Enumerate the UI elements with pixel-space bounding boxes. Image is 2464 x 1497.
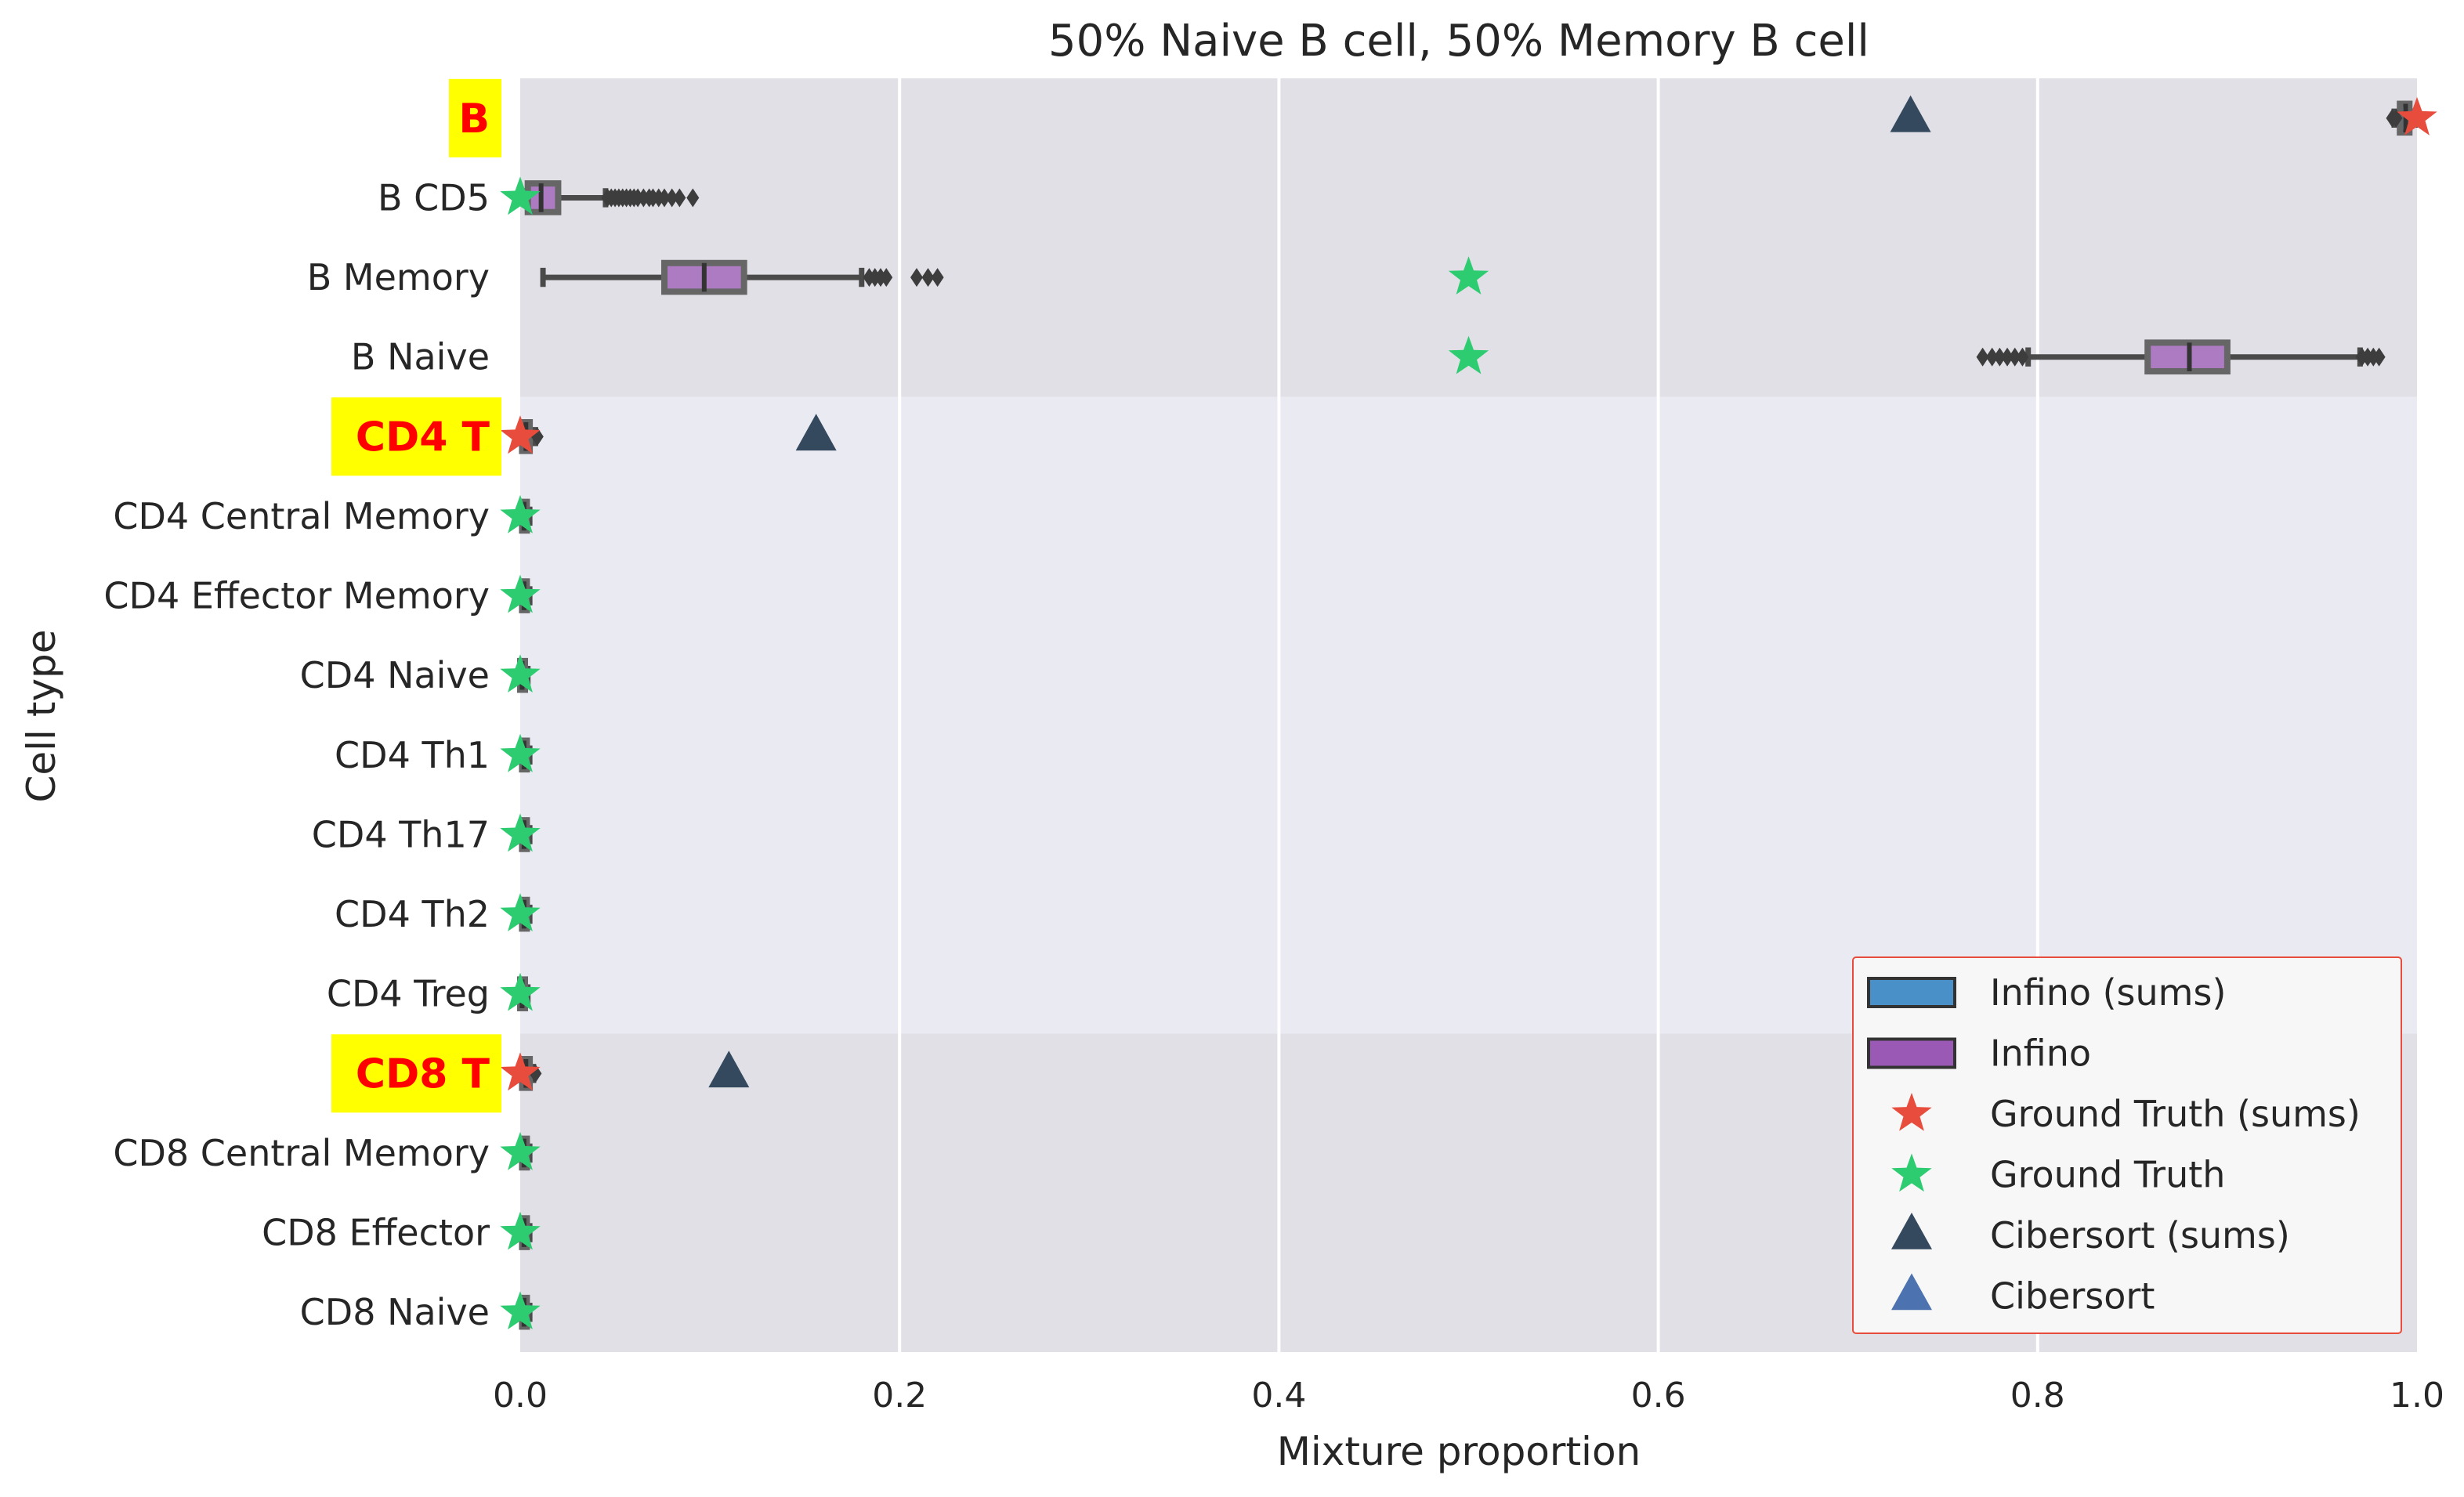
y-tick-label-cd4-effector-memory: CD4 Effector Memory <box>103 575 490 617</box>
x-tick-label-0-6: 0.6 <box>1631 1376 1686 1416</box>
legend-swatch-infino <box>1869 1040 1955 1068</box>
y-tick-label-cd4-th1: CD4 Th1 <box>335 734 490 776</box>
y-tick-label-cd4-central-memory: CD4 Central Memory <box>113 495 490 537</box>
legend-item-infino-sums: Infino (sums) <box>1869 971 2226 1014</box>
legend-label-ground-truth-sums: Ground Truth (sums) <box>1990 1093 2361 1135</box>
legend-label-infino-sums: Infino (sums) <box>1990 971 2226 1014</box>
legend-swatch-infino-sums <box>1869 978 1955 1007</box>
x-tick-labels: 0.0 0.2 0.4 0.6 0.8 1.0 <box>493 1376 2444 1416</box>
y-tick-label-cd8-central-memory: CD8 Central Memory <box>113 1132 490 1174</box>
y-tick-label-cd4-th2: CD4 Th2 <box>335 893 490 935</box>
x-tick-label-0-8: 0.8 <box>2010 1376 2065 1416</box>
legend-label-cibersort: Cibersort <box>1990 1275 2155 1318</box>
y-tick-labels: B B CD5 B Memory B Naive CD4 T CD4 Central Me… <box>103 79 501 1333</box>
y-tick-label-cd4-th17: CD4 Th17 <box>312 813 490 855</box>
y-tick-label-cd4-naive: CD4 Naive <box>300 654 490 696</box>
x-axis-label: Mixture proportion <box>1277 1429 1641 1474</box>
x-tick-label-0-4: 0.4 <box>1251 1376 1306 1416</box>
legend-label-cibersort-sums: Cibersort (sums) <box>1990 1214 2290 1257</box>
y-tick-label-cd4-t: CD4 T <box>356 414 490 461</box>
legend-label-ground-truth: Ground Truth <box>1990 1154 2225 1196</box>
y-tick-label-b: B <box>458 96 490 143</box>
y-tick-label-b-naive: B Naive <box>351 336 490 378</box>
y-tick-label-cd8-t: CD8 T <box>356 1050 490 1097</box>
chart-title: 50% Naive B cell, 50% Memory B cell <box>1048 16 1869 67</box>
legend: Infino (sums) Infino Ground Truth (sums) Gr… <box>1853 957 2401 1333</box>
y-tick-label-cd4-treg: CD4 Treg <box>327 973 490 1015</box>
x-tick-label-1-0: 1.0 <box>2390 1376 2444 1416</box>
y-tick-label-b-cd5: B CD5 <box>378 176 490 219</box>
legend-label-infino: Infino <box>1990 1032 2091 1075</box>
x-tick-label-0-0: 0.0 <box>493 1376 548 1416</box>
y-tick-label-b-memory: B Memory <box>307 256 490 298</box>
x-tick-label-0-2: 0.2 <box>872 1376 927 1416</box>
y-tick-label-cd8-naive: CD8 Naive <box>300 1291 490 1333</box>
y-axis-label: Cell type <box>19 629 64 802</box>
y-tick-label-cd8-effector: CD8 Effector <box>262 1212 490 1254</box>
band-cd4-t <box>520 397 2417 1034</box>
